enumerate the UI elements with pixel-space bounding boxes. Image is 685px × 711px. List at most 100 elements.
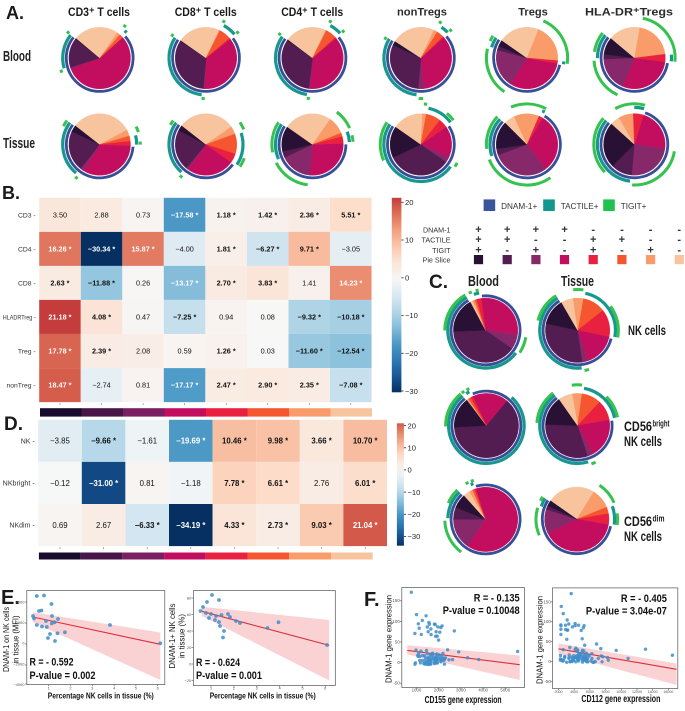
svg-text:0.73: 0.73 bbox=[136, 210, 150, 219]
svg-text:-50: -50 bbox=[393, 681, 400, 686]
svg-text:CD3 -: CD3 - bbox=[18, 212, 36, 219]
svg-text:TIGIT: TIGIT bbox=[432, 246, 451, 255]
svg-text:0.03: 0.03 bbox=[261, 347, 275, 356]
svg-text:−30: −30 bbox=[405, 387, 418, 396]
svg-text:−2.74: −2.74 bbox=[92, 381, 110, 390]
svg-text:E.: E. bbox=[1, 587, 20, 609]
svg-text:−1.18: −1.18 bbox=[181, 479, 201, 488]
svg-text:3.83 *: 3.83 * bbox=[258, 279, 277, 288]
svg-text:17.78 *: 17.78 * bbox=[48, 347, 71, 356]
svg-text:C.: C. bbox=[429, 272, 448, 293]
svg-text:−30: −30 bbox=[408, 532, 421, 541]
svg-text:DNAM-1 gene expression: DNAM-1 gene expression bbox=[535, 596, 545, 684]
svg-text:bright: bright bbox=[653, 419, 670, 429]
svg-text:80: 80 bbox=[187, 596, 192, 601]
svg-text:-: - bbox=[677, 234, 681, 246]
svg-text:+: + bbox=[561, 224, 567, 236]
svg-text:5000: 5000 bbox=[500, 688, 510, 693]
svg-text:NK -: NK - bbox=[21, 438, 36, 445]
svg-text:in tissue (%): in tissue (%) bbox=[177, 614, 187, 658]
svg-text:2.70 *: 2.70 * bbox=[217, 279, 236, 288]
svg-text:DNAM-1 on NK cells: DNAM-1 on NK cells bbox=[1, 607, 11, 672]
svg-text:4: 4 bbox=[113, 686, 116, 691]
svg-text:+: + bbox=[590, 234, 596, 246]
svg-text:−12.54 *: −12.54 * bbox=[337, 347, 365, 356]
svg-text:R = - 0.592: R = - 0.592 bbox=[30, 657, 74, 669]
svg-text:1.81 *: 1.81 * bbox=[217, 245, 236, 254]
svg-text:Percentage NK cells in tissue: Percentage NK cells in tissue (%) bbox=[48, 691, 154, 701]
svg-text:CD155 gene expression: CD155 gene expression bbox=[425, 695, 502, 706]
svg-text:-: - bbox=[563, 244, 567, 256]
svg-text:150: 150 bbox=[543, 599, 551, 604]
svg-text:2.67: 2.67 bbox=[96, 521, 111, 530]
svg-text:9.71 *: 9.71 * bbox=[300, 245, 319, 254]
svg-text:B.: B. bbox=[2, 183, 20, 203]
svg-text:14.23 *: 14.23 * bbox=[339, 279, 362, 288]
svg-text:4000: 4000 bbox=[570, 690, 578, 694]
svg-text:Blood: Blood bbox=[468, 273, 499, 290]
svg-text:2.90 *: 2.90 * bbox=[258, 381, 277, 390]
svg-text:−10.18 *: −10.18 * bbox=[337, 313, 365, 322]
svg-text:0.81: 0.81 bbox=[140, 479, 155, 488]
svg-text:2.47 *: 2.47 * bbox=[217, 381, 236, 390]
svg-text:12000: 12000 bbox=[632, 690, 642, 694]
svg-text:0.47: 0.47 bbox=[136, 313, 150, 322]
svg-text:3: 3 bbox=[91, 686, 94, 691]
svg-text:−19.69 *: −19.69 * bbox=[176, 437, 206, 446]
svg-text:+: + bbox=[533, 244, 539, 256]
svg-text:−1.61: −1.61 bbox=[137, 437, 157, 446]
svg-text:-: - bbox=[649, 234, 653, 246]
svg-text:2000: 2000 bbox=[16, 620, 26, 625]
svg-text:D.: D. bbox=[4, 414, 23, 435]
svg-text:−13.17 *: −13.17 * bbox=[171, 279, 199, 288]
svg-text:1: 1 bbox=[48, 686, 51, 691]
svg-text:-: - bbox=[534, 234, 538, 246]
svg-text:+: + bbox=[590, 244, 596, 256]
svg-text:2.36 *: 2.36 * bbox=[300, 210, 319, 219]
svg-text:−17.58 *: −17.58 * bbox=[171, 210, 199, 219]
svg-text:−4000: −4000 bbox=[13, 682, 25, 687]
svg-text:2.73 *: 2.73 * bbox=[268, 521, 289, 530]
svg-text:TACTILE+: TACTILE+ bbox=[561, 202, 599, 211]
svg-text:0.59: 0.59 bbox=[178, 347, 192, 356]
svg-text:−2000: −2000 bbox=[13, 661, 25, 666]
svg-text:50: 50 bbox=[546, 639, 551, 644]
svg-text:-: - bbox=[505, 244, 509, 256]
svg-text:16000: 16000 bbox=[663, 690, 673, 694]
svg-text:7.78 *: 7.78 * bbox=[224, 479, 245, 488]
svg-text:NKbright -: NKbright - bbox=[3, 481, 36, 488]
svg-text:R = - 0.135: R = - 0.135 bbox=[474, 592, 520, 604]
svg-text:−11.88 *: −11.88 * bbox=[88, 279, 115, 288]
svg-text:1: 1 bbox=[210, 686, 213, 691]
svg-text:100: 100 bbox=[392, 619, 400, 624]
svg-text:6: 6 bbox=[324, 686, 327, 691]
svg-text:5.51 *: 5.51 * bbox=[341, 210, 360, 219]
svg-text:Tregs: Tregs bbox=[518, 7, 548, 19]
svg-text:6000: 6000 bbox=[586, 690, 594, 694]
svg-text:CD8 -: CD8 - bbox=[18, 280, 36, 287]
svg-text:+: + bbox=[647, 244, 653, 256]
svg-text:−4.00: −4.00 bbox=[175, 245, 193, 254]
svg-text:CD4 -: CD4 - bbox=[18, 246, 36, 253]
svg-text:−30.34 *: −30.34 * bbox=[88, 245, 116, 254]
svg-text:Pie Slice: Pie Slice bbox=[423, 256, 451, 265]
svg-text:0.94: 0.94 bbox=[219, 313, 233, 322]
svg-text:21.04 *: 21.04 * bbox=[353, 521, 379, 530]
svg-text:−20: −20 bbox=[408, 510, 421, 519]
svg-text:NK cells: NK cells bbox=[628, 322, 666, 338]
svg-text:10.46 *: 10.46 * bbox=[222, 437, 248, 446]
svg-text:-: - bbox=[620, 224, 624, 236]
svg-text:14000: 14000 bbox=[648, 690, 658, 694]
svg-text:5: 5 bbox=[301, 686, 304, 691]
svg-text:3: 3 bbox=[256, 686, 259, 691]
svg-text:20: 20 bbox=[405, 198, 413, 207]
svg-text:40: 40 bbox=[187, 629, 192, 634]
svg-text:Percentage NK cells in tissue: Percentage NK cells in tissue (%) bbox=[210, 691, 316, 701]
svg-text:4.08 *: 4.08 * bbox=[92, 313, 111, 322]
svg-text:10: 10 bbox=[408, 444, 416, 453]
svg-text:20: 20 bbox=[187, 645, 192, 650]
svg-text:4000: 4000 bbox=[16, 600, 26, 605]
svg-text:15.87 *: 15.87 * bbox=[132, 245, 155, 254]
svg-text:HLADRTreg -: HLADRTreg - bbox=[3, 314, 36, 321]
svg-text:2.08: 2.08 bbox=[136, 347, 150, 356]
